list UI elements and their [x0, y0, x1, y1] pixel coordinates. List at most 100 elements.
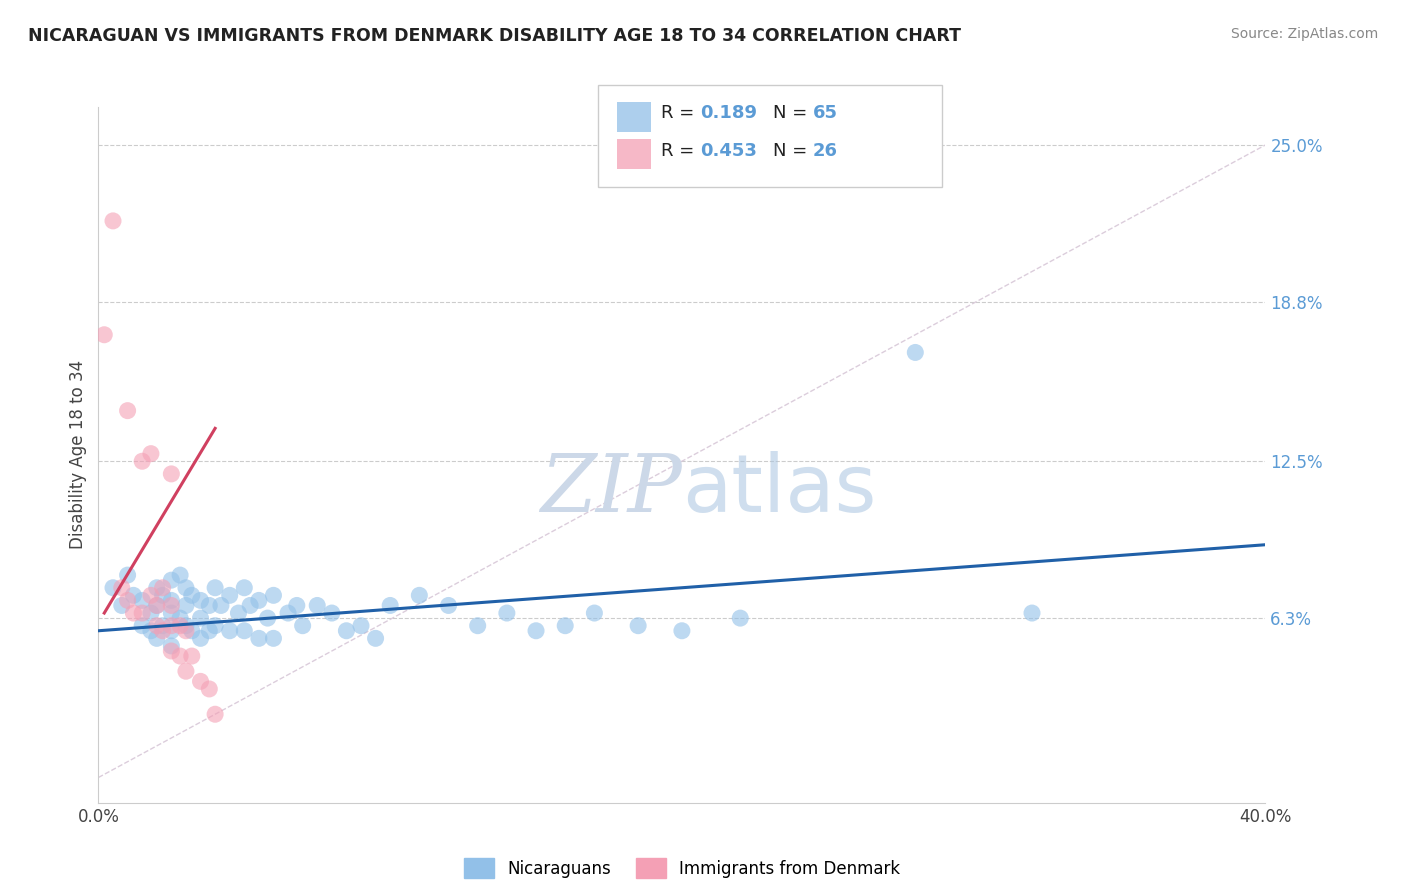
Point [204, 618, 226, 632]
Point [139, 624, 162, 638]
Point [204, 581, 226, 595]
Point [218, 588, 240, 602]
Text: N =: N = [773, 104, 813, 122]
Point [583, 606, 606, 620]
Point [247, 632, 270, 646]
Point [160, 624, 183, 638]
Point [160, 467, 183, 481]
Point [122, 606, 145, 620]
Point [262, 632, 284, 646]
Point [408, 588, 430, 602]
Point [180, 648, 202, 663]
Point [117, 593, 139, 607]
Text: Source: ZipAtlas.com: Source: ZipAtlas.com [1230, 27, 1378, 41]
Point [101, 581, 124, 595]
Point [204, 707, 226, 722]
Point [262, 588, 284, 602]
Point [152, 588, 174, 602]
Point [174, 665, 197, 679]
Point [174, 581, 197, 595]
Point [285, 599, 308, 613]
Text: 0.189: 0.189 [700, 104, 758, 122]
Point [111, 581, 134, 595]
Point [122, 588, 145, 602]
Text: ZIP: ZIP [540, 451, 682, 528]
Point [174, 599, 197, 613]
Text: R =: R = [661, 142, 700, 160]
Text: NICARAGUAN VS IMMIGRANTS FROM DENMARK DISABILITY AGE 18 TO 34 CORRELATION CHART: NICARAGUAN VS IMMIGRANTS FROM DENMARK DI… [28, 27, 962, 45]
Point [554, 618, 576, 632]
Point [146, 581, 169, 595]
Point [174, 618, 197, 632]
Point [93, 327, 115, 342]
Point [139, 588, 162, 602]
Point [117, 403, 139, 417]
Text: 0.453: 0.453 [700, 142, 756, 160]
Point [190, 632, 212, 646]
Point [239, 599, 262, 613]
Point [139, 447, 162, 461]
Point [160, 599, 183, 613]
Point [180, 624, 202, 638]
Point [247, 593, 270, 607]
Point [169, 618, 191, 632]
Point [627, 618, 650, 632]
Point [307, 599, 329, 613]
Point [350, 618, 373, 632]
Point [228, 606, 250, 620]
Point [1021, 606, 1043, 620]
Legend: Nicaraguans, Immigrants from Denmark: Nicaraguans, Immigrants from Denmark [457, 851, 907, 885]
Point [321, 606, 343, 620]
Point [139, 606, 162, 620]
Point [160, 639, 183, 653]
Point [152, 618, 174, 632]
Point [152, 581, 174, 595]
Point [190, 593, 212, 607]
Point [256, 611, 278, 625]
Point [117, 568, 139, 582]
Point [198, 681, 221, 696]
Point [169, 568, 191, 582]
Text: N =: N = [773, 142, 813, 160]
Point [364, 632, 387, 646]
Point [169, 611, 191, 625]
Point [728, 611, 751, 625]
Point [174, 624, 197, 638]
Point [146, 618, 169, 632]
Point [131, 454, 153, 468]
Point [146, 599, 169, 613]
Point [198, 624, 221, 638]
Point [160, 593, 183, 607]
Point [131, 618, 153, 632]
Point [335, 624, 357, 638]
Point [437, 599, 460, 613]
Point [160, 618, 183, 632]
Point [169, 648, 191, 663]
Point [198, 599, 221, 613]
Point [671, 624, 693, 638]
Point [160, 606, 183, 620]
Point [152, 624, 174, 638]
Text: 26: 26 [813, 142, 838, 160]
Point [160, 644, 183, 658]
Point [524, 624, 547, 638]
Point [131, 593, 153, 607]
Point [146, 599, 169, 613]
Point [180, 588, 202, 602]
Text: R =: R = [661, 104, 700, 122]
Point [131, 606, 153, 620]
Point [904, 345, 927, 359]
Point [160, 573, 183, 587]
Point [101, 214, 124, 228]
Point [218, 624, 240, 638]
Point [495, 606, 517, 620]
Point [467, 618, 489, 632]
Text: 65: 65 [813, 104, 838, 122]
Point [291, 618, 314, 632]
Point [209, 599, 232, 613]
Text: atlas: atlas [682, 450, 876, 529]
Point [233, 624, 256, 638]
Point [111, 599, 134, 613]
Point [190, 611, 212, 625]
Point [378, 599, 402, 613]
